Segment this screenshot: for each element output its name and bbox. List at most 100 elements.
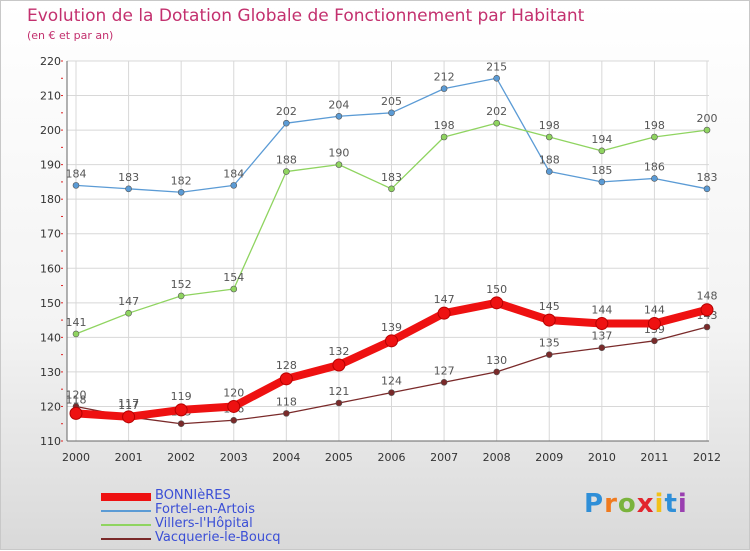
data-point: [125, 185, 132, 193]
data-point: [72, 330, 80, 338]
data-point: [440, 378, 448, 386]
y-tick-label: 140: [40, 331, 61, 344]
data-point: [598, 178, 606, 186]
data-point: [647, 317, 661, 331]
x-tick-label: 2011: [640, 451, 668, 464]
data-label: 141: [66, 316, 87, 329]
y-tick-label: 210: [40, 90, 61, 103]
y-tick-label: 170: [40, 228, 61, 241]
data-label: 120: [223, 386, 244, 399]
data-point: [177, 420, 185, 428]
logo-letter: x: [636, 489, 655, 519]
legend-swatch: [101, 524, 151, 526]
y-tick-label: 220: [40, 55, 61, 68]
data-point: [493, 74, 500, 82]
data-point: [283, 410, 290, 417]
data-label: 183: [381, 171, 402, 184]
data-point: [227, 399, 241, 413]
data-point: [230, 416, 238, 424]
data-label: 183: [118, 171, 139, 184]
data-point: [440, 133, 448, 141]
data-label: 204: [328, 98, 349, 111]
data-point: [283, 119, 290, 127]
logo-letter: r: [604, 489, 618, 519]
data-label: 117: [118, 399, 139, 412]
data-label: 120: [66, 388, 87, 401]
logo-letter: P: [584, 489, 605, 519]
data-point: [279, 372, 293, 386]
data-point: [283, 168, 290, 175]
data-point: [651, 337, 658, 345]
data-label: 188: [276, 154, 297, 167]
chart-title: Evolution de la Dotation Globale de Fonc…: [27, 6, 585, 26]
data-point: [651, 133, 658, 141]
data-point: [493, 119, 500, 127]
data-point: [388, 389, 395, 396]
data-point: [388, 185, 395, 193]
data-label: 202: [486, 105, 507, 118]
data-point: [335, 399, 343, 407]
x-tick-label: 2005: [325, 451, 353, 464]
data-point: [651, 175, 658, 182]
data-point: [69, 406, 83, 420]
data-point: [177, 292, 185, 300]
data-label: 130: [486, 354, 507, 367]
data-point: [332, 358, 346, 372]
data-label: 198: [434, 119, 455, 132]
y-tick-label: 110: [40, 435, 61, 448]
data-point: [542, 313, 556, 327]
data-label: 145: [539, 300, 560, 313]
x-tick-label: 2010: [588, 451, 616, 464]
data-label: 212: [434, 71, 455, 84]
legend-label: Vacquerie-le-Boucq: [155, 530, 281, 545]
logo-letter: i: [677, 489, 688, 519]
x-tick-label: 2000: [62, 451, 90, 464]
data-label: 152: [171, 278, 192, 291]
x-tick-label: 2008: [483, 451, 511, 464]
data-point: [437, 306, 451, 320]
data-label: 118: [66, 393, 87, 406]
data-point: [230, 285, 238, 293]
data-point: [545, 168, 553, 175]
y-tick-label: 130: [40, 366, 61, 379]
x-tick-label: 2002: [167, 451, 195, 464]
x-tick-label: 2004: [272, 451, 300, 464]
legend-label: Fortel-en-Artois: [155, 502, 256, 517]
data-label: 184: [223, 167, 244, 180]
data-label: 118: [276, 395, 297, 408]
data-label: 194: [591, 133, 612, 146]
y-tick-label: 160: [40, 262, 61, 275]
data-label: 128: [276, 359, 297, 372]
data-label: 186: [644, 160, 665, 173]
data-label: 135: [539, 337, 560, 350]
data-label: 148: [697, 290, 718, 303]
y-tick-label: 120: [40, 400, 61, 413]
data-point: [230, 182, 238, 189]
logo-letter: t: [664, 489, 678, 519]
data-label: 124: [381, 375, 402, 388]
y-tick-label: 190: [40, 159, 61, 172]
data-point: [385, 334, 398, 348]
x-tick-label: 2006: [378, 451, 406, 464]
data-point: [703, 185, 711, 193]
legend-label: Villers-l'Hôpital: [155, 516, 253, 531]
data-label: 144: [644, 304, 665, 317]
data-point: [595, 317, 609, 331]
data-point: [174, 403, 188, 417]
data-label: 117: [118, 397, 139, 410]
data-label: 132: [328, 345, 349, 358]
data-label: 119: [171, 390, 192, 403]
data-point: [545, 133, 553, 141]
data-label: 139: [381, 321, 402, 334]
data-label: 190: [328, 147, 349, 160]
data-point: [177, 188, 185, 196]
data-label: 215: [486, 60, 507, 73]
data-point: [388, 109, 395, 117]
data-point: [72, 182, 80, 189]
data-point: [122, 410, 136, 424]
x-tick-label: 2009: [535, 451, 563, 464]
data-label: 184: [66, 167, 87, 180]
data-point: [335, 112, 343, 120]
data-point: [545, 351, 553, 358]
